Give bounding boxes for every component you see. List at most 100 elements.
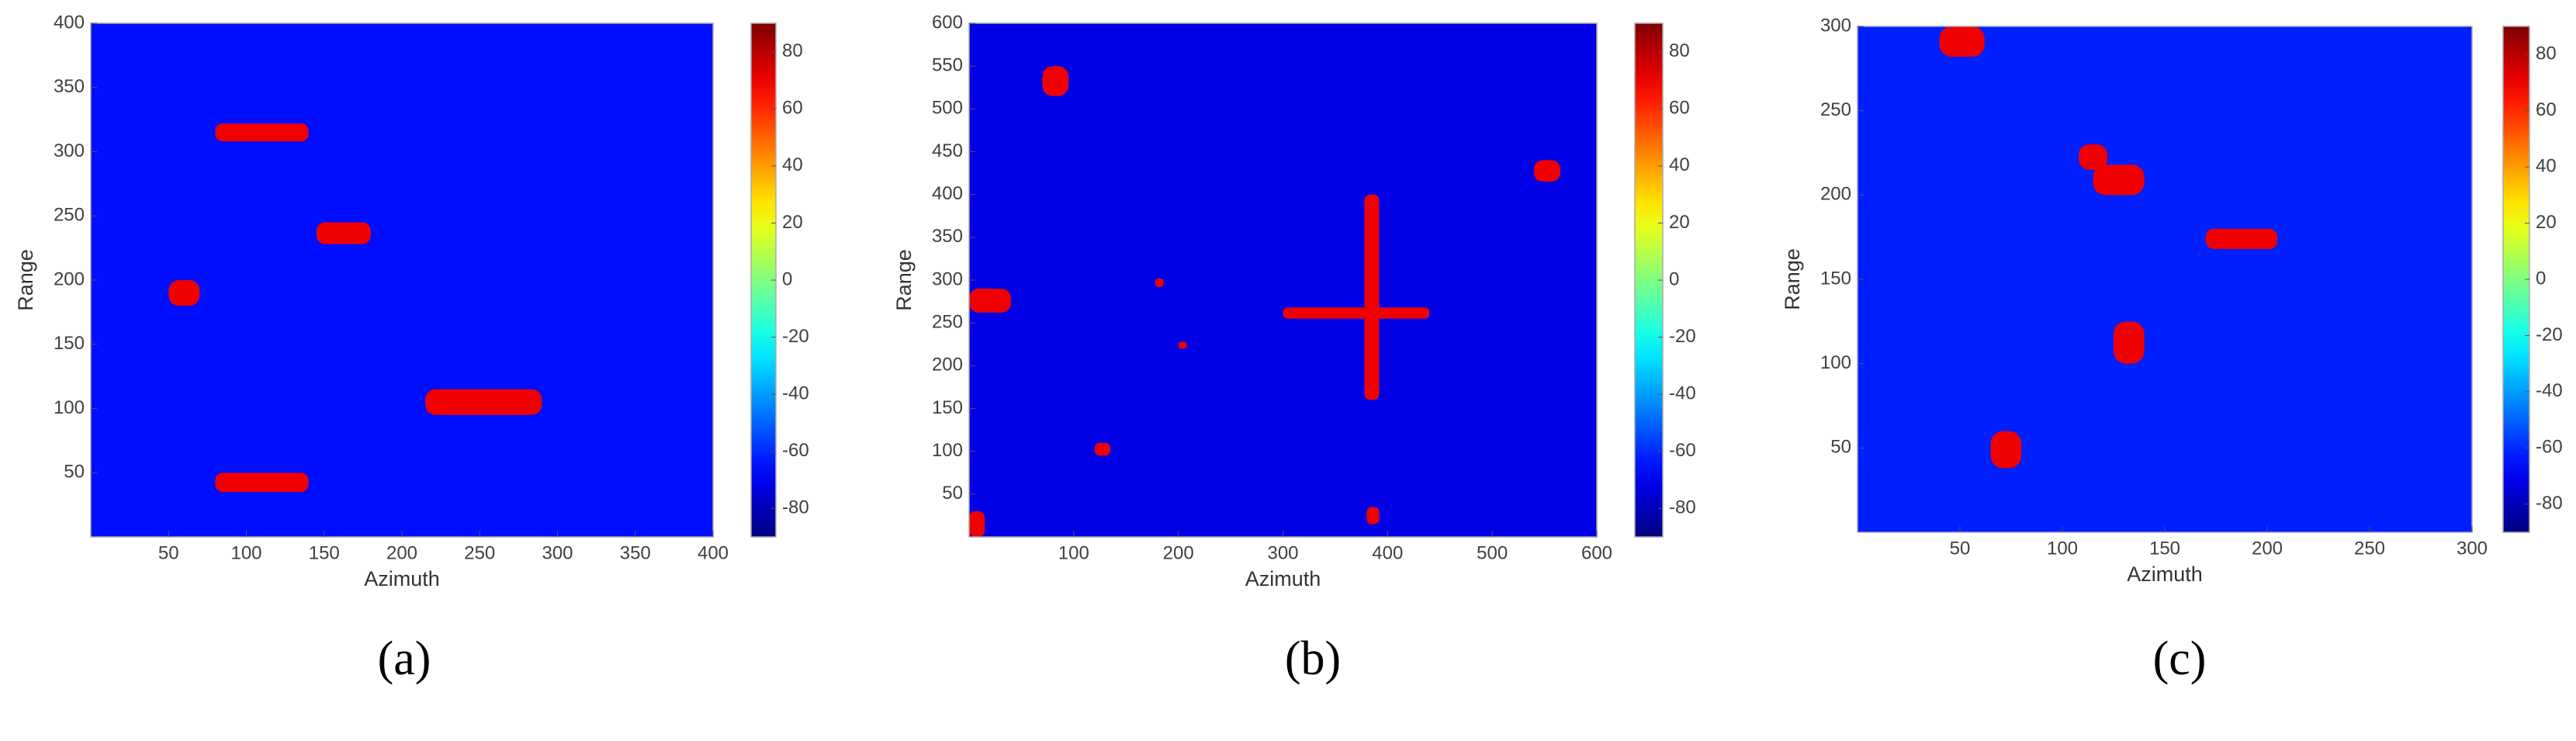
x-axis-label: Azimuth: [2127, 563, 2203, 586]
colorbar-tick-label: -80: [2536, 493, 2563, 514]
y-tick-label: 200: [54, 268, 85, 289]
y-tick-label: 250: [932, 312, 963, 333]
target: [1534, 160, 1560, 182]
y-tick-label: 100: [932, 440, 963, 461]
target: [1283, 307, 1430, 319]
y-tick-label: 150: [54, 333, 85, 354]
colorbar-tick-label: 20: [782, 212, 803, 233]
colorbar-tick-label: -40: [782, 383, 809, 403]
colorbar-tick-label: -20: [2536, 324, 2563, 345]
panel-label: (b): [1285, 632, 1341, 685]
x-tick-label: 150: [309, 542, 340, 563]
x-axis-label: Azimuth: [364, 567, 440, 590]
colorbar-tick-label: 60: [2536, 99, 2557, 120]
x-tick-label: 100: [2047, 538, 2078, 559]
colorbar-tick-label: 20: [2536, 212, 2557, 233]
x-tick-label: 150: [2149, 538, 2180, 559]
y-axis-label: Range: [14, 249, 37, 311]
target: [1366, 507, 1380, 525]
y-tick-label: 500: [932, 98, 963, 119]
y-tick-label: 450: [932, 140, 963, 161]
y-tick-label: 600: [932, 12, 963, 33]
y-tick-label: 300: [932, 268, 963, 289]
target: [1939, 26, 1985, 57]
colorbar-tick-label: -60: [2536, 437, 2563, 458]
colorbar-tick-label: 0: [2536, 268, 2546, 289]
panel-label: (a): [378, 632, 431, 685]
target: [1042, 66, 1069, 96]
y-tick-label: 150: [1820, 268, 1851, 289]
x-tick-label: 50: [1950, 538, 1971, 559]
colorbar-tick-label: 80: [782, 40, 803, 61]
target: [316, 222, 371, 244]
y-tick-label: 50: [942, 483, 963, 504]
colorbar-tick-label: 20: [1669, 212, 1690, 233]
x-tick-label: 400: [698, 542, 729, 563]
y-tick-label: 50: [64, 462, 85, 483]
panel-label: (c): [2153, 632, 2207, 685]
x-tick-label: 600: [1581, 542, 1612, 563]
colorbar-tick-label: 80: [1669, 40, 1690, 61]
y-tick-label: 250: [1820, 99, 1851, 120]
heatmap-background: [91, 23, 713, 537]
colorbar-tick-label: -20: [782, 326, 809, 347]
colorbar-tick-label: 0: [1669, 268, 1679, 289]
x-axis-label: Azimuth: [1245, 567, 1321, 590]
target: [2079, 144, 2108, 170]
x-tick-label: 100: [230, 542, 261, 563]
y-tick-label: 150: [932, 397, 963, 418]
target: [969, 511, 985, 537]
y-axis-label: Range: [892, 249, 916, 311]
y-tick-label: 550: [932, 55, 963, 76]
colorbar-tick-label: 60: [1669, 98, 1690, 119]
target: [969, 289, 1011, 313]
x-tick-label: 100: [1058, 542, 1089, 563]
colorbar-tick-label: -40: [1669, 383, 1696, 403]
colorbar-tick-label: -60: [782, 440, 809, 461]
colorbar-tick-label: 40: [782, 154, 803, 175]
colorbar-tick-label: -80: [1669, 497, 1696, 518]
y-tick-label: 50: [1830, 437, 1851, 458]
y-tick-label: 400: [54, 12, 85, 33]
y-tick-label: 350: [54, 76, 85, 97]
target: [2205, 228, 2278, 249]
x-tick-label: 250: [464, 542, 495, 563]
y-axis-label: Range: [1781, 248, 1804, 310]
y-tick-label: 350: [932, 226, 963, 247]
y-tick-label: 200: [932, 355, 963, 376]
colorbar-tick-label: 0: [782, 268, 792, 289]
colorbar-tick-label: -40: [2536, 380, 2563, 401]
target: [1094, 442, 1111, 456]
y-tick-label: 300: [54, 140, 85, 161]
x-tick-label: 300: [1267, 542, 1298, 563]
heatmap-background: [1858, 26, 2472, 532]
target: [1178, 341, 1187, 349]
target: [1155, 278, 1164, 287]
x-tick-label: 400: [1372, 542, 1403, 563]
y-tick-label: 300: [1820, 15, 1851, 36]
colorbar-tick-label: 40: [1669, 154, 1690, 175]
colorbar-tick-label: 80: [2536, 43, 2557, 64]
target: [215, 473, 309, 493]
x-tick-label: 300: [2457, 538, 2488, 559]
colorbar-tick-label: -60: [1669, 440, 1696, 461]
x-tick-label: 350: [620, 542, 651, 563]
y-tick-label: 400: [932, 183, 963, 204]
x-tick-label: 250: [2354, 538, 2385, 559]
x-tick-label: 200: [1163, 542, 1194, 563]
target: [168, 280, 200, 306]
y-tick-label: 200: [1820, 184, 1851, 205]
x-tick-label: 50: [158, 542, 179, 563]
x-tick-label: 200: [386, 542, 417, 563]
target: [1364, 194, 1380, 400]
target: [215, 123, 309, 142]
target: [2093, 164, 2145, 196]
x-tick-label: 500: [1477, 542, 1508, 563]
y-tick-label: 100: [54, 397, 85, 418]
heatmap-background: [969, 23, 1597, 537]
target: [425, 389, 542, 415]
colorbar-tick-label: 40: [2536, 155, 2557, 176]
x-tick-label: 300: [542, 542, 573, 563]
